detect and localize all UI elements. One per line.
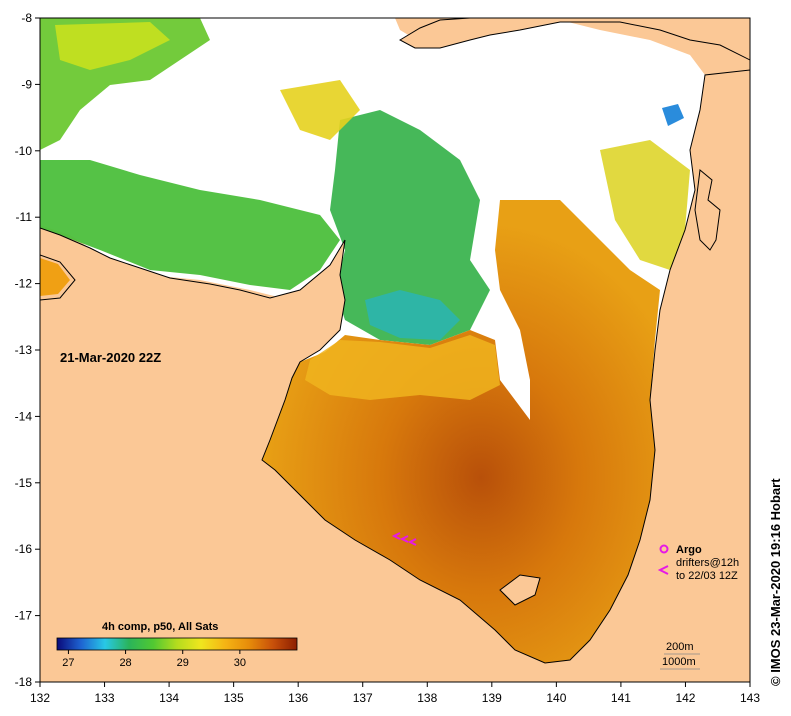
drifter-tracks xyxy=(391,532,417,546)
argo-legend: Argo drifters@12h to 22/03 12Z xyxy=(657,544,739,582)
x-tick-label: 143 xyxy=(740,691,760,705)
sst-blue-spot-ne xyxy=(662,104,684,126)
y-tick-label: -16 xyxy=(15,542,33,556)
colorbar-ticks: 27 28 29 30 xyxy=(62,650,246,669)
y-tick-label: -18 xyxy=(15,675,33,689)
colorbar-tick-label: 29 xyxy=(177,657,189,669)
y-tick-label: -11 xyxy=(16,210,33,224)
y-tick-label: -15 xyxy=(15,476,33,490)
sst-green-band-west xyxy=(40,160,340,290)
argo-label: Argo xyxy=(676,544,702,556)
y-tick-label: -9 xyxy=(21,77,32,91)
depth-contour-1000m-label: 1000m xyxy=(662,656,696,668)
drifters-label: drifters@12h xyxy=(676,557,739,569)
land-cape-york-tip xyxy=(694,169,721,251)
y-tick-label: -10 xyxy=(15,144,33,158)
land-new-guinea xyxy=(398,18,750,61)
sst-orange-west-patch xyxy=(40,258,70,296)
x-tick-label: 136 xyxy=(288,691,308,705)
colorbar-tick-label: 27 xyxy=(62,657,74,669)
colorbar-title: 4h comp, p50, All Sats xyxy=(102,621,218,633)
sst-yellow-patch-north xyxy=(55,22,170,70)
x-axis: 132 133 134 135 136 137 138 139 140 141 142 143 xyxy=(30,682,760,705)
sst-warm-gulf xyxy=(262,200,660,663)
land-mornington-island xyxy=(499,574,541,606)
sst-yellow-patch-center xyxy=(280,80,360,140)
argo-marker-icon xyxy=(659,544,669,554)
x-tick-label: 132 xyxy=(30,691,50,705)
land-arnhem-land xyxy=(40,69,750,682)
y-axis: -8 -9 -10 -11 -12 -13 -14 -15 -16 -17 -18 xyxy=(15,11,40,689)
credit-label: © IMOS 23-Mar-2020 19:16 Hobart xyxy=(768,478,783,686)
x-tick-label: 137 xyxy=(353,691,373,705)
y-tick-label: -8 xyxy=(21,11,32,25)
drifter-track-icon xyxy=(391,532,401,540)
colorbar-tick-label: 28 xyxy=(119,657,131,669)
y-tick-label: -12 xyxy=(15,277,33,291)
drifter-track-icon xyxy=(399,535,409,543)
x-tick-label: 138 xyxy=(417,691,437,705)
colorbar-tick-label: 30 xyxy=(234,657,246,669)
drifter-track-icon xyxy=(407,538,417,546)
timestamp-label: 21-Mar-2020 22Z xyxy=(60,350,161,365)
colorbar-gradient xyxy=(56,637,298,651)
colorbar: 4h comp, p50, All Sats 27 28 29 30 xyxy=(56,621,298,669)
x-tick-label: 135 xyxy=(224,691,244,705)
drifter-arrow-icon xyxy=(657,565,669,575)
x-tick-label: 140 xyxy=(546,691,566,705)
depth-contour-200m-label: 200m xyxy=(666,641,694,653)
y-tick-label: -14 xyxy=(15,409,33,423)
sst-cyan-patch xyxy=(365,290,460,340)
y-tick-label: -17 xyxy=(15,609,33,623)
sst-green-patch-center xyxy=(330,110,490,345)
x-tick-label: 133 xyxy=(95,691,115,705)
depth-contour-legend: 200m 1000m xyxy=(660,641,700,670)
x-tick-label: 142 xyxy=(675,691,695,705)
x-tick-label: 141 xyxy=(611,691,631,705)
y-tick-label: -13 xyxy=(15,343,33,357)
drifters-date-label: to 22/03 12Z xyxy=(676,570,738,582)
sst-light-orange-band xyxy=(305,335,500,400)
map-plot-area xyxy=(40,18,750,682)
x-tick-label: 139 xyxy=(482,691,502,705)
x-tick-label: 134 xyxy=(159,691,179,705)
sst-yellow-patch-east xyxy=(600,140,690,270)
